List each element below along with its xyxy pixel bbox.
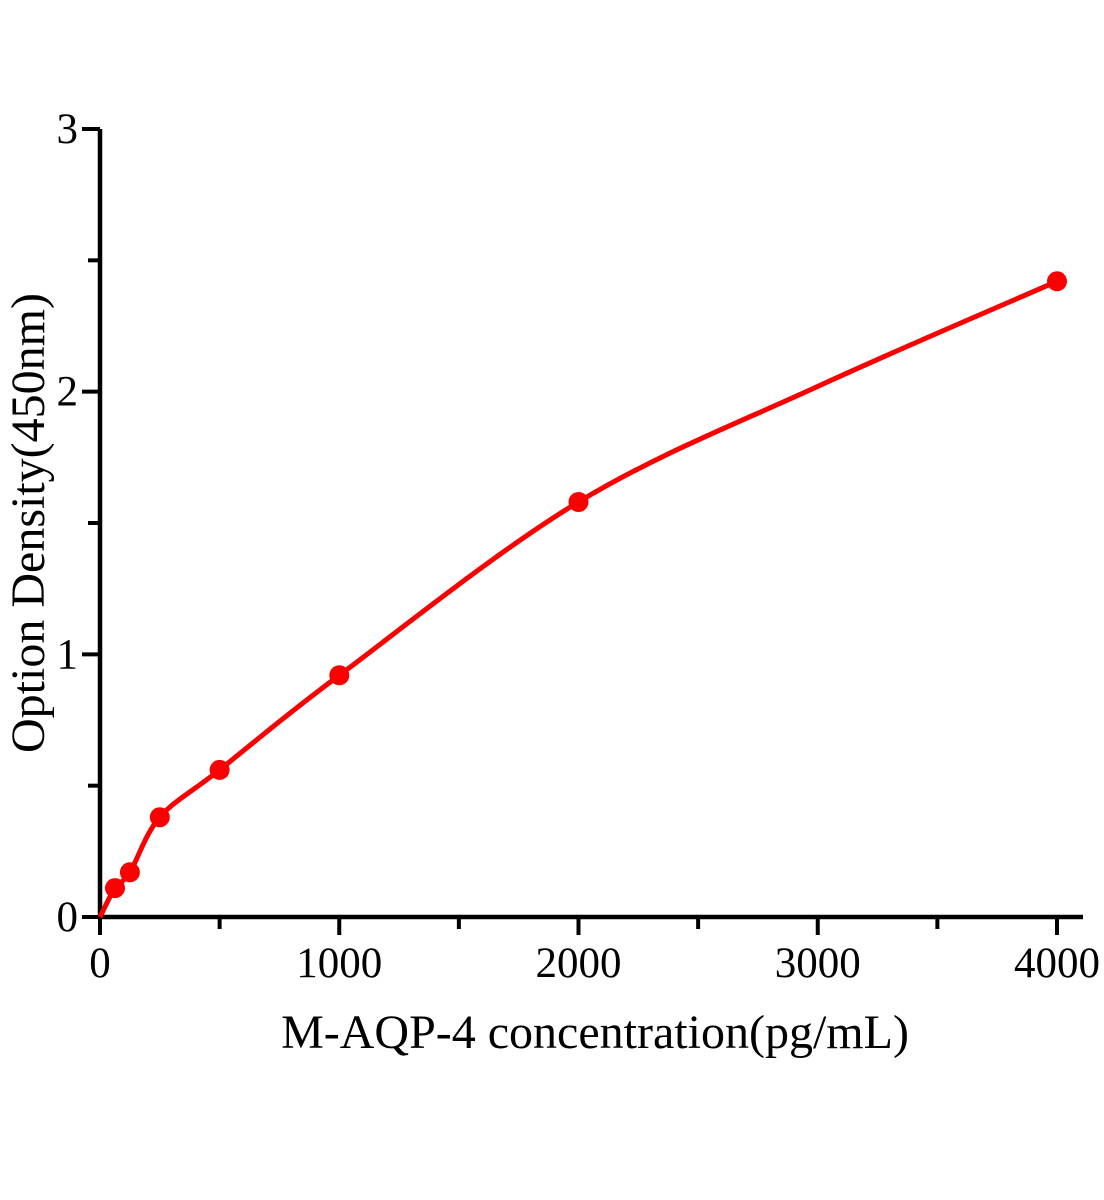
x-tick-label: 3000 [775,940,861,987]
x-tick-label: 1000 [296,940,382,987]
data-point [568,492,589,512]
y-axis-title: Option Density(450nm) [2,293,55,753]
fit-curve [97,279,1059,919]
y-tick-label: 1 [57,631,79,678]
x-tick-label: 2000 [536,940,622,987]
y-tick-label: 2 [57,369,79,416]
data-point [119,862,140,883]
data-point [1047,271,1067,292]
x-tick-label: 4000 [1014,940,1100,987]
data-point [209,759,230,780]
data-point [329,665,350,686]
y-tick-label: 3 [57,106,79,153]
x-tick-label: 0 [89,940,111,987]
data-point [105,878,125,899]
data-point [149,807,170,828]
x-axis-title: M-AQP-4 concentration(pg/mL) [281,1006,909,1059]
y-tick-label: 0 [57,894,79,941]
chart-generated-content: 0 1000 2000 3000 4000 0 1 2 3 [57,106,1101,987]
